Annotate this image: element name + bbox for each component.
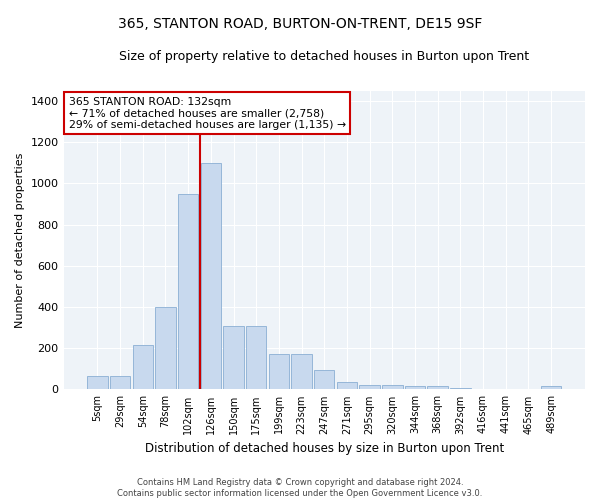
Bar: [110, 376, 130, 390]
Y-axis label: Number of detached properties: Number of detached properties: [15, 152, 25, 328]
Bar: [427, 386, 448, 390]
Bar: [246, 326, 266, 390]
Bar: [382, 386, 403, 390]
Bar: [269, 354, 289, 390]
Bar: [133, 345, 153, 390]
Bar: [223, 326, 244, 390]
Bar: [87, 376, 107, 390]
Bar: [200, 162, 221, 390]
X-axis label: Distribution of detached houses by size in Burton upon Trent: Distribution of detached houses by size …: [145, 442, 504, 455]
Text: 365, STANTON ROAD, BURTON-ON-TRENT, DE15 9SF: 365, STANTON ROAD, BURTON-ON-TRENT, DE15…: [118, 18, 482, 32]
Title: Size of property relative to detached houses in Burton upon Trent: Size of property relative to detached ho…: [119, 50, 529, 63]
Text: 365 STANTON ROAD: 132sqm
← 71% of detached houses are smaller (2,758)
29% of sem: 365 STANTON ROAD: 132sqm ← 71% of detach…: [69, 96, 346, 130]
Bar: [541, 386, 561, 390]
Text: Contains HM Land Registry data © Crown copyright and database right 2024.
Contai: Contains HM Land Registry data © Crown c…: [118, 478, 482, 498]
Bar: [155, 307, 176, 390]
Bar: [359, 386, 380, 390]
Bar: [292, 354, 312, 390]
Bar: [450, 388, 470, 390]
Bar: [337, 382, 357, 390]
Bar: [314, 370, 334, 390]
Bar: [178, 194, 199, 390]
Bar: [405, 386, 425, 390]
